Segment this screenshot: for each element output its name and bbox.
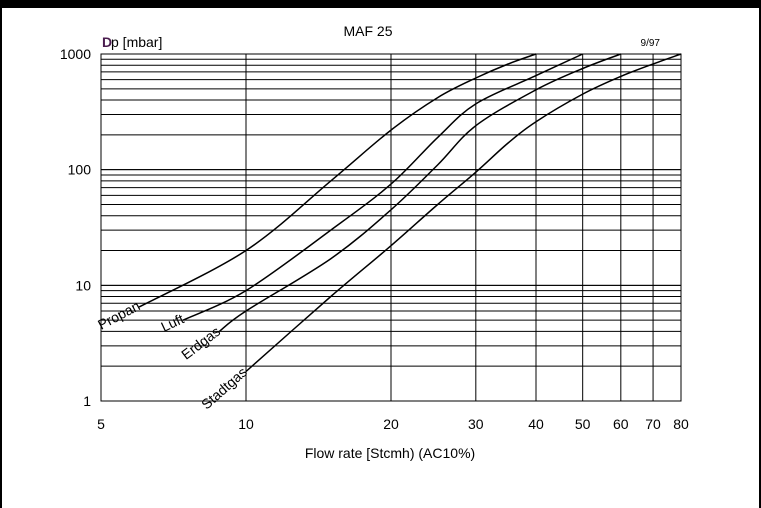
chart-grid [100,53,682,402]
curve-group [138,53,682,373]
date-note: 9/97 [641,38,661,49]
chart-title: MAF 25 [343,23,392,39]
x-tick-label: 80 [673,416,689,432]
x-axis-label: Flow rate [Stcmh) (AC10%) [305,445,475,461]
x-tick-label: 60 [613,416,629,432]
x-tick-labels: 5 10 20 30 40 50 60 70 80 [97,416,689,432]
x-tick-label: 40 [528,416,544,432]
curve-label-erdgas: Erdgas [178,323,223,363]
y-tick-label: 1000 [60,46,91,62]
x-tick-label: 50 [575,416,591,432]
curve-propan [138,53,537,308]
plot-area-frame [100,53,682,402]
y-axis-label: p [mbar] [111,34,162,50]
frame-left-border [0,8,2,508]
y-tick-label: 10 [75,277,91,293]
x-tick-label: 70 [645,416,661,432]
curve-luft [182,53,584,321]
frame-right-border [759,8,761,508]
y-tick-label: 1 [83,393,91,409]
y-tick-labels: 1 10 100 1000 [60,46,91,409]
y-axis-symbol: D [102,34,112,50]
top-bar [0,0,761,8]
curve-stadtgas [245,53,682,373]
y-tick-label: 100 [68,162,92,178]
x-tick-label: 5 [97,416,105,432]
x-tick-label: 10 [238,416,254,432]
curve-label-stadtgas: Stadtgas [198,364,250,413]
curve-erdgas [218,53,622,332]
x-tick-label: 20 [383,416,399,432]
x-tick-label: 30 [468,416,484,432]
